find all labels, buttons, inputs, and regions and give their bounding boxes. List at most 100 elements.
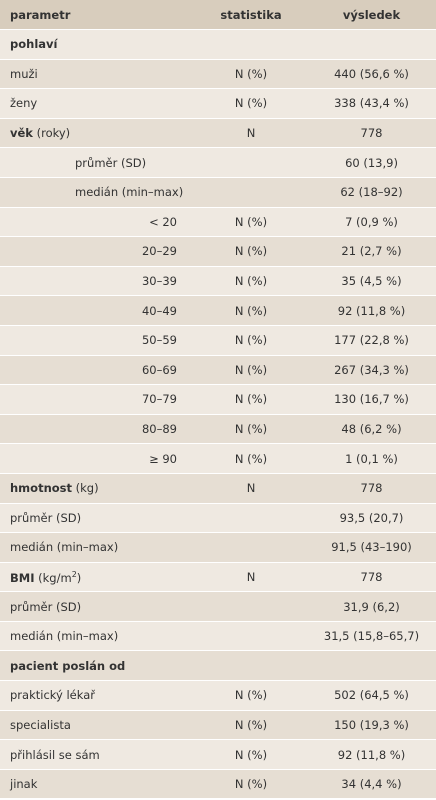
result-cell: 35 (4,5 %) [341, 274, 402, 289]
result-cell: 440 (56,6 %) [334, 66, 409, 81]
statistic-cell: N (%) [234, 244, 268, 259]
table-row: 30–39 N (%) 35 (4,5 %) [0, 266, 436, 297]
result-cell: 92 (11,8 %) [337, 747, 406, 762]
table-row: BMI (kg/m2) N 778 [0, 562, 436, 593]
table-row: průměr (SD) 93,5 (20,7) [0, 503, 436, 534]
result-cell: 62 (18–92) [340, 185, 403, 200]
result-cell: 778 [360, 126, 383, 141]
statistic-cell: N (%) [234, 96, 268, 111]
statistic-cell: N (%) [234, 777, 268, 792]
label-cell: pohlaví [0, 37, 195, 51]
table-row: praktický lékař N (%) 502 (64,5 %) [0, 681, 436, 711]
statistic-cell: N (%) [234, 274, 268, 289]
table-row: 80–89 N (%) 48 (6,2 %) [0, 414, 436, 445]
label-cell: průměr (SD) [10, 599, 82, 614]
label-text: (kg/m [38, 570, 72, 585]
table-row: ženy N (%) 338 (43,4 %) [0, 89, 436, 119]
table-row: < 20 N (%) 7 (0,9 %) [0, 207, 436, 238]
label-cell: průměr (SD) [75, 155, 147, 170]
label-cell: ≥ 90 [149, 451, 177, 466]
header-cell: parametr [10, 7, 71, 22]
result-cell: 1 (0,1 %) [345, 451, 398, 466]
header-cell: statistika [220, 7, 282, 22]
result-cell: 60 (13,9) [345, 155, 398, 170]
label-text: (roky) [36, 126, 71, 141]
label-sup: 2 [71, 569, 77, 579]
header-row: parametr statistika výsledek [0, 0, 436, 30]
result-cell: 338 (43,4 %) [334, 96, 409, 111]
label-cell: praktický lékař [10, 688, 95, 703]
label-cell: 30–39 [141, 274, 177, 289]
table-row: přihlásil se sám N (%) 92 (11,8 %) [0, 740, 436, 770]
label-cell: 20–29 [141, 244, 177, 259]
table-row: hmotnost (kg) N 778 [0, 473, 436, 504]
statistic-cell: N (%) [234, 717, 268, 732]
label-bold: pohlaví [10, 37, 58, 52]
table-row: věk (roky) N 778 [0, 118, 436, 149]
result-cell: 778 [360, 569, 383, 584]
result-cell: 150 (19,3 %) [334, 717, 409, 732]
table-row: 40–49 N (%) 92 (11,8 %) [0, 296, 436, 326]
label-text: (kg) [75, 481, 99, 496]
statistic-cell: N (%) [234, 392, 268, 407]
statistic-cell: N (%) [234, 451, 268, 466]
statistic-cell: N [246, 126, 256, 141]
label-cell: medián (min–max) [10, 540, 119, 555]
statistic-cell: N (%) [234, 303, 268, 318]
result-cell: 31,5 (15,8–65,7) [323, 629, 420, 644]
result-cell: 267 (34,3 %) [334, 362, 409, 377]
result-cell: 502 (64,5 %) [334, 688, 409, 703]
result-cell: 21 (2,7 %) [341, 244, 402, 259]
result-cell: 92 (11,8 %) [337, 303, 406, 318]
table-row: specialista N (%) 150 (19,3 %) [0, 710, 436, 741]
result-cell: 778 [360, 481, 383, 496]
label-bold: BMI [10, 570, 35, 585]
label-cell: pacient poslán od [0, 659, 195, 673]
label-text: ) [76, 570, 82, 585]
result-cell: 34 (4,4 %) [341, 777, 402, 792]
label-cell: věk (roky) [0, 126, 195, 140]
result-cell: 48 (6,2 %) [341, 422, 402, 437]
label-cell: < 20 [149, 214, 177, 229]
table-row: pohlaví [0, 30, 436, 60]
table-row: medián (min–max) 31,5 (15,8–65,7) [0, 621, 436, 652]
statistic-cell: N (%) [234, 362, 268, 377]
table-row: muži N (%) 440 (56,6 %) [0, 59, 436, 90]
result-cell: 177 (22,8 %) [334, 333, 409, 348]
statistic-cell: N (%) [234, 66, 268, 81]
label-cell: specialista [10, 717, 71, 732]
statistic-cell: N (%) [234, 747, 268, 762]
label-cell: 70–79 [141, 392, 177, 407]
label-cell: 50–59 [141, 333, 177, 348]
label-cell: BMI (kg/m2) [0, 570, 195, 585]
table-row: ≥ 90 N (%) 1 (0,1 %) [0, 444, 436, 474]
label-cell: 80–89 [141, 422, 177, 437]
label-cell: jinak [10, 777, 38, 792]
label-cell: 60–69 [141, 362, 177, 377]
label-cell: hmotnost (kg) [0, 481, 195, 495]
label-cell: medián (min–max) [75, 185, 184, 200]
table-row: 70–79 N (%) 130 (16,7 %) [0, 385, 436, 415]
table-row: pacient poslán od [0, 651, 436, 682]
table-row: jinak N (%) 34 (4,4 %) [0, 769, 436, 800]
table-row: průměr (SD) 31,9 (6,2) [0, 592, 436, 622]
result-cell: 91,5 (43–190) [331, 540, 412, 555]
statistic-cell: N (%) [234, 688, 268, 703]
label-bold: pacient poslán od [10, 658, 126, 673]
label-cell: průměr (SD) [10, 510, 82, 525]
table-row: 20–29 N (%) 21 (2,7 %) [0, 237, 436, 267]
table-row: medián (min–max) 91,5 (43–190) [0, 533, 436, 563]
label-cell: ženy [10, 96, 38, 111]
label-cell: přihlásil se sám [10, 747, 100, 762]
label-bold: věk [10, 126, 33, 141]
result-cell: 31,9 (6,2) [343, 599, 400, 614]
statistic-cell: N (%) [234, 333, 268, 348]
statistic-cell: N [246, 481, 256, 496]
label-bold: hmotnost [10, 481, 72, 496]
label-cell: muži [10, 66, 38, 81]
label-cell: 40–49 [141, 303, 177, 318]
result-cell: 93,5 (20,7) [339, 510, 404, 525]
statistic-cell: N (%) [234, 422, 268, 437]
statistic-cell: N (%) [234, 214, 268, 229]
